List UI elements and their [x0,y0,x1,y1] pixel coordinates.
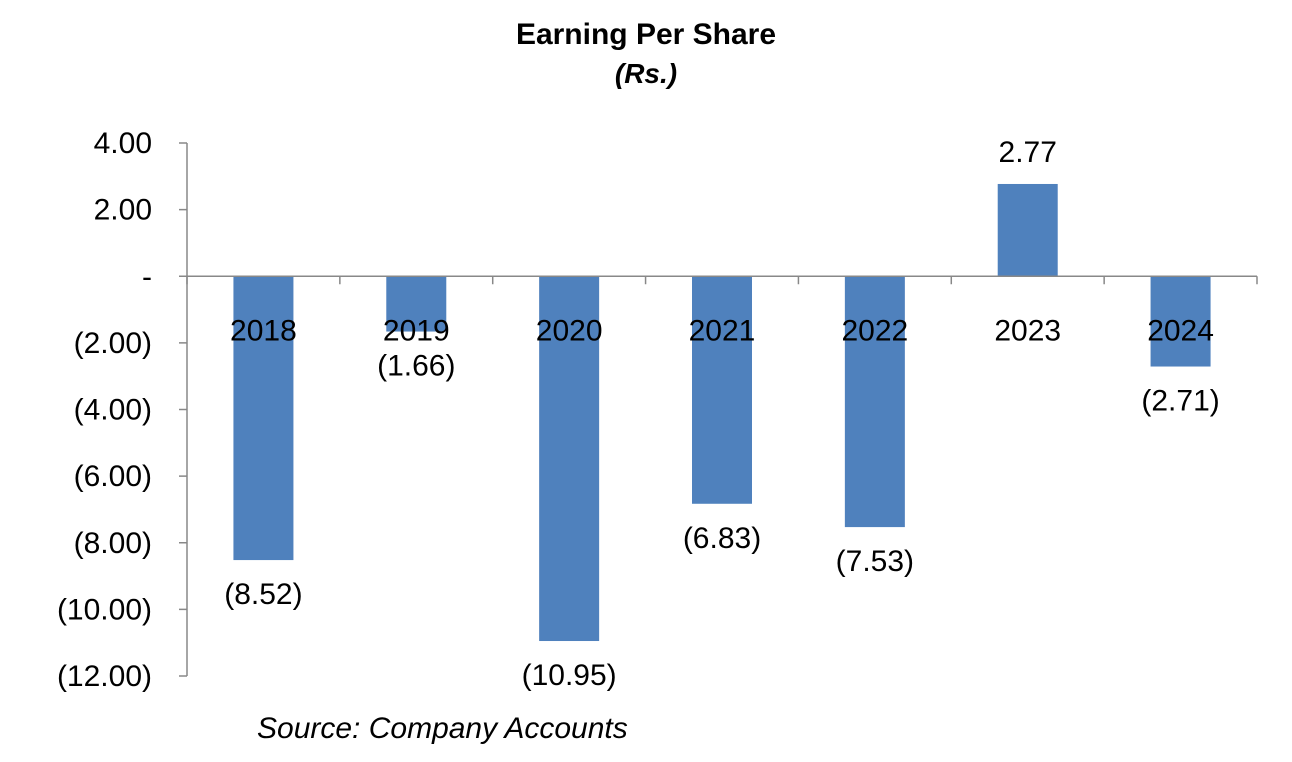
bar-2021 [692,276,752,504]
y-tick-label: (10.00) [57,593,152,626]
data-label: (7.53) [836,545,914,578]
data-label: (1.66) [377,350,455,383]
data-label: 2.77 [999,136,1057,169]
bar-2018 [233,276,294,561]
y-tick-label: (12.00) [57,660,152,693]
x-tick-label: 2023 [994,314,1061,347]
bar-2020 [539,276,600,642]
data-label: (10.95) [522,659,617,692]
data-label: (6.83) [683,522,761,555]
y-tick-label: (6.00) [74,460,152,493]
y-tick-label: - [142,260,152,293]
y-tick-label: (4.00) [74,394,152,427]
x-tick-label: 2019 [383,314,450,347]
x-tick-label: 2021 [689,314,756,347]
chart-title: Earning Per Share [515,18,777,51]
category-labels: 2018 2019 2020 2021 2022 2023 2024 [230,314,1214,347]
y-tick-label: 2.00 [94,194,152,227]
y-tick-label: (8.00) [74,527,152,560]
x-tick-label: 2024 [1147,314,1214,347]
x-axis [186,275,1258,285]
bar-2023 [997,183,1058,277]
y-tick-label: 4.00 [94,127,152,160]
x-tick-label: 2020 [536,314,603,347]
chart-subtitle: (Rs.) [614,58,678,89]
bar-2019 [386,276,447,332]
y-tick-label: (2.00) [74,327,152,360]
bar-2024 [1150,276,1211,367]
data-labels: (8.52) (1.66) (10.95) (6.83) (7.53) 2.77 (2.71… [224,136,1220,692]
chart-source: Source: Company Accounts [257,712,628,745]
bar-2022 [844,276,905,528]
data-label: (2.71) [1141,385,1219,418]
y-axis: 4.00 2.00 - (2.00) (4.00) (6.00) (8.00) (10.00)… [57,127,188,693]
x-tick-label: 2022 [841,314,908,347]
data-label: (8.52) [224,578,302,611]
x-tick-label: 2018 [230,314,297,347]
bars [233,183,1211,642]
